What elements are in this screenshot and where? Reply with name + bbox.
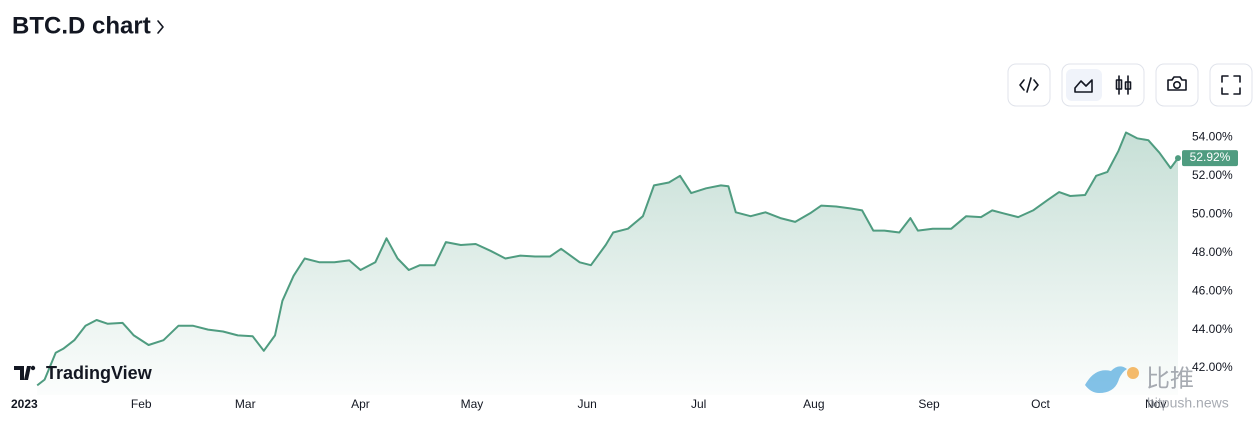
y-tick-label: 48.00% <box>1192 245 1233 259</box>
x-tick-label: May <box>461 397 484 411</box>
x-tick-label: Nov <box>1145 397 1166 411</box>
tradingview-logo: TradingView <box>14 363 153 383</box>
fullscreen-icon <box>1221 75 1241 95</box>
plot-area: 42.00% 44.00% 46.00% 48.00% 50.00% 52.00% 54.0… <box>11 129 1238 411</box>
chart-title[interactable]: BTC.D chart <box>12 12 151 39</box>
x-tick-label: Mar <box>235 397 256 411</box>
x-tick-label: Oct <box>1031 397 1050 411</box>
candle-body-icon <box>1124 81 1132 90</box>
logo-dot <box>30 365 36 371</box>
x-tick-label: Feb <box>131 397 152 411</box>
watermark-coin <box>1127 367 1139 379</box>
camera-icon <box>1167 76 1187 91</box>
x-tick-label: Jul <box>691 397 706 411</box>
watermark-bird <box>1085 366 1127 393</box>
area <box>37 132 1178 395</box>
logo-mark <box>14 366 31 380</box>
watermark-cn: 比推 <box>1146 365 1194 392</box>
area-icon <box>1074 79 1093 93</box>
watermark-site: bitpush.news <box>1147 395 1229 411</box>
candle-style-button[interactable] <box>1106 69 1140 101</box>
candle-wick-icon <box>1118 75 1129 95</box>
x-tick-label: 2023 <box>11 397 38 411</box>
y-tick-label: 54.00% <box>1192 129 1233 143</box>
camera-lens <box>1173 81 1182 90</box>
x-tick-label: Sep <box>918 397 940 411</box>
y-tick-label: 46.00% <box>1192 283 1233 297</box>
price-tag <box>1182 150 1238 167</box>
title-chevron <box>157 20 164 34</box>
y-tick-label: 50.00% <box>1192 206 1233 220</box>
price-tag-label: 52.92% <box>1190 150 1231 164</box>
logo-text: TradingView <box>46 363 153 383</box>
y-tick-label: 44.00% <box>1192 322 1233 336</box>
x-tick-label: Jun <box>577 397 596 411</box>
toolbar <box>1007 63 1253 107</box>
screenshot-button[interactable] <box>1155 63 1199 107</box>
line <box>36 131 1179 387</box>
y-tick-label: 42.00% <box>1192 360 1233 374</box>
last-point <box>1175 155 1181 162</box>
candle-body-icon <box>1115 79 1123 90</box>
x-tick-label: Apr <box>351 397 370 411</box>
fullscreen-button[interactable] <box>1209 63 1253 107</box>
x-tick-label: Aug <box>803 397 824 411</box>
y-tick-label: 52.00% <box>1192 168 1233 182</box>
watermark: 比推 bitpush.news <box>1085 365 1229 411</box>
embed-icon <box>1019 77 1039 93</box>
